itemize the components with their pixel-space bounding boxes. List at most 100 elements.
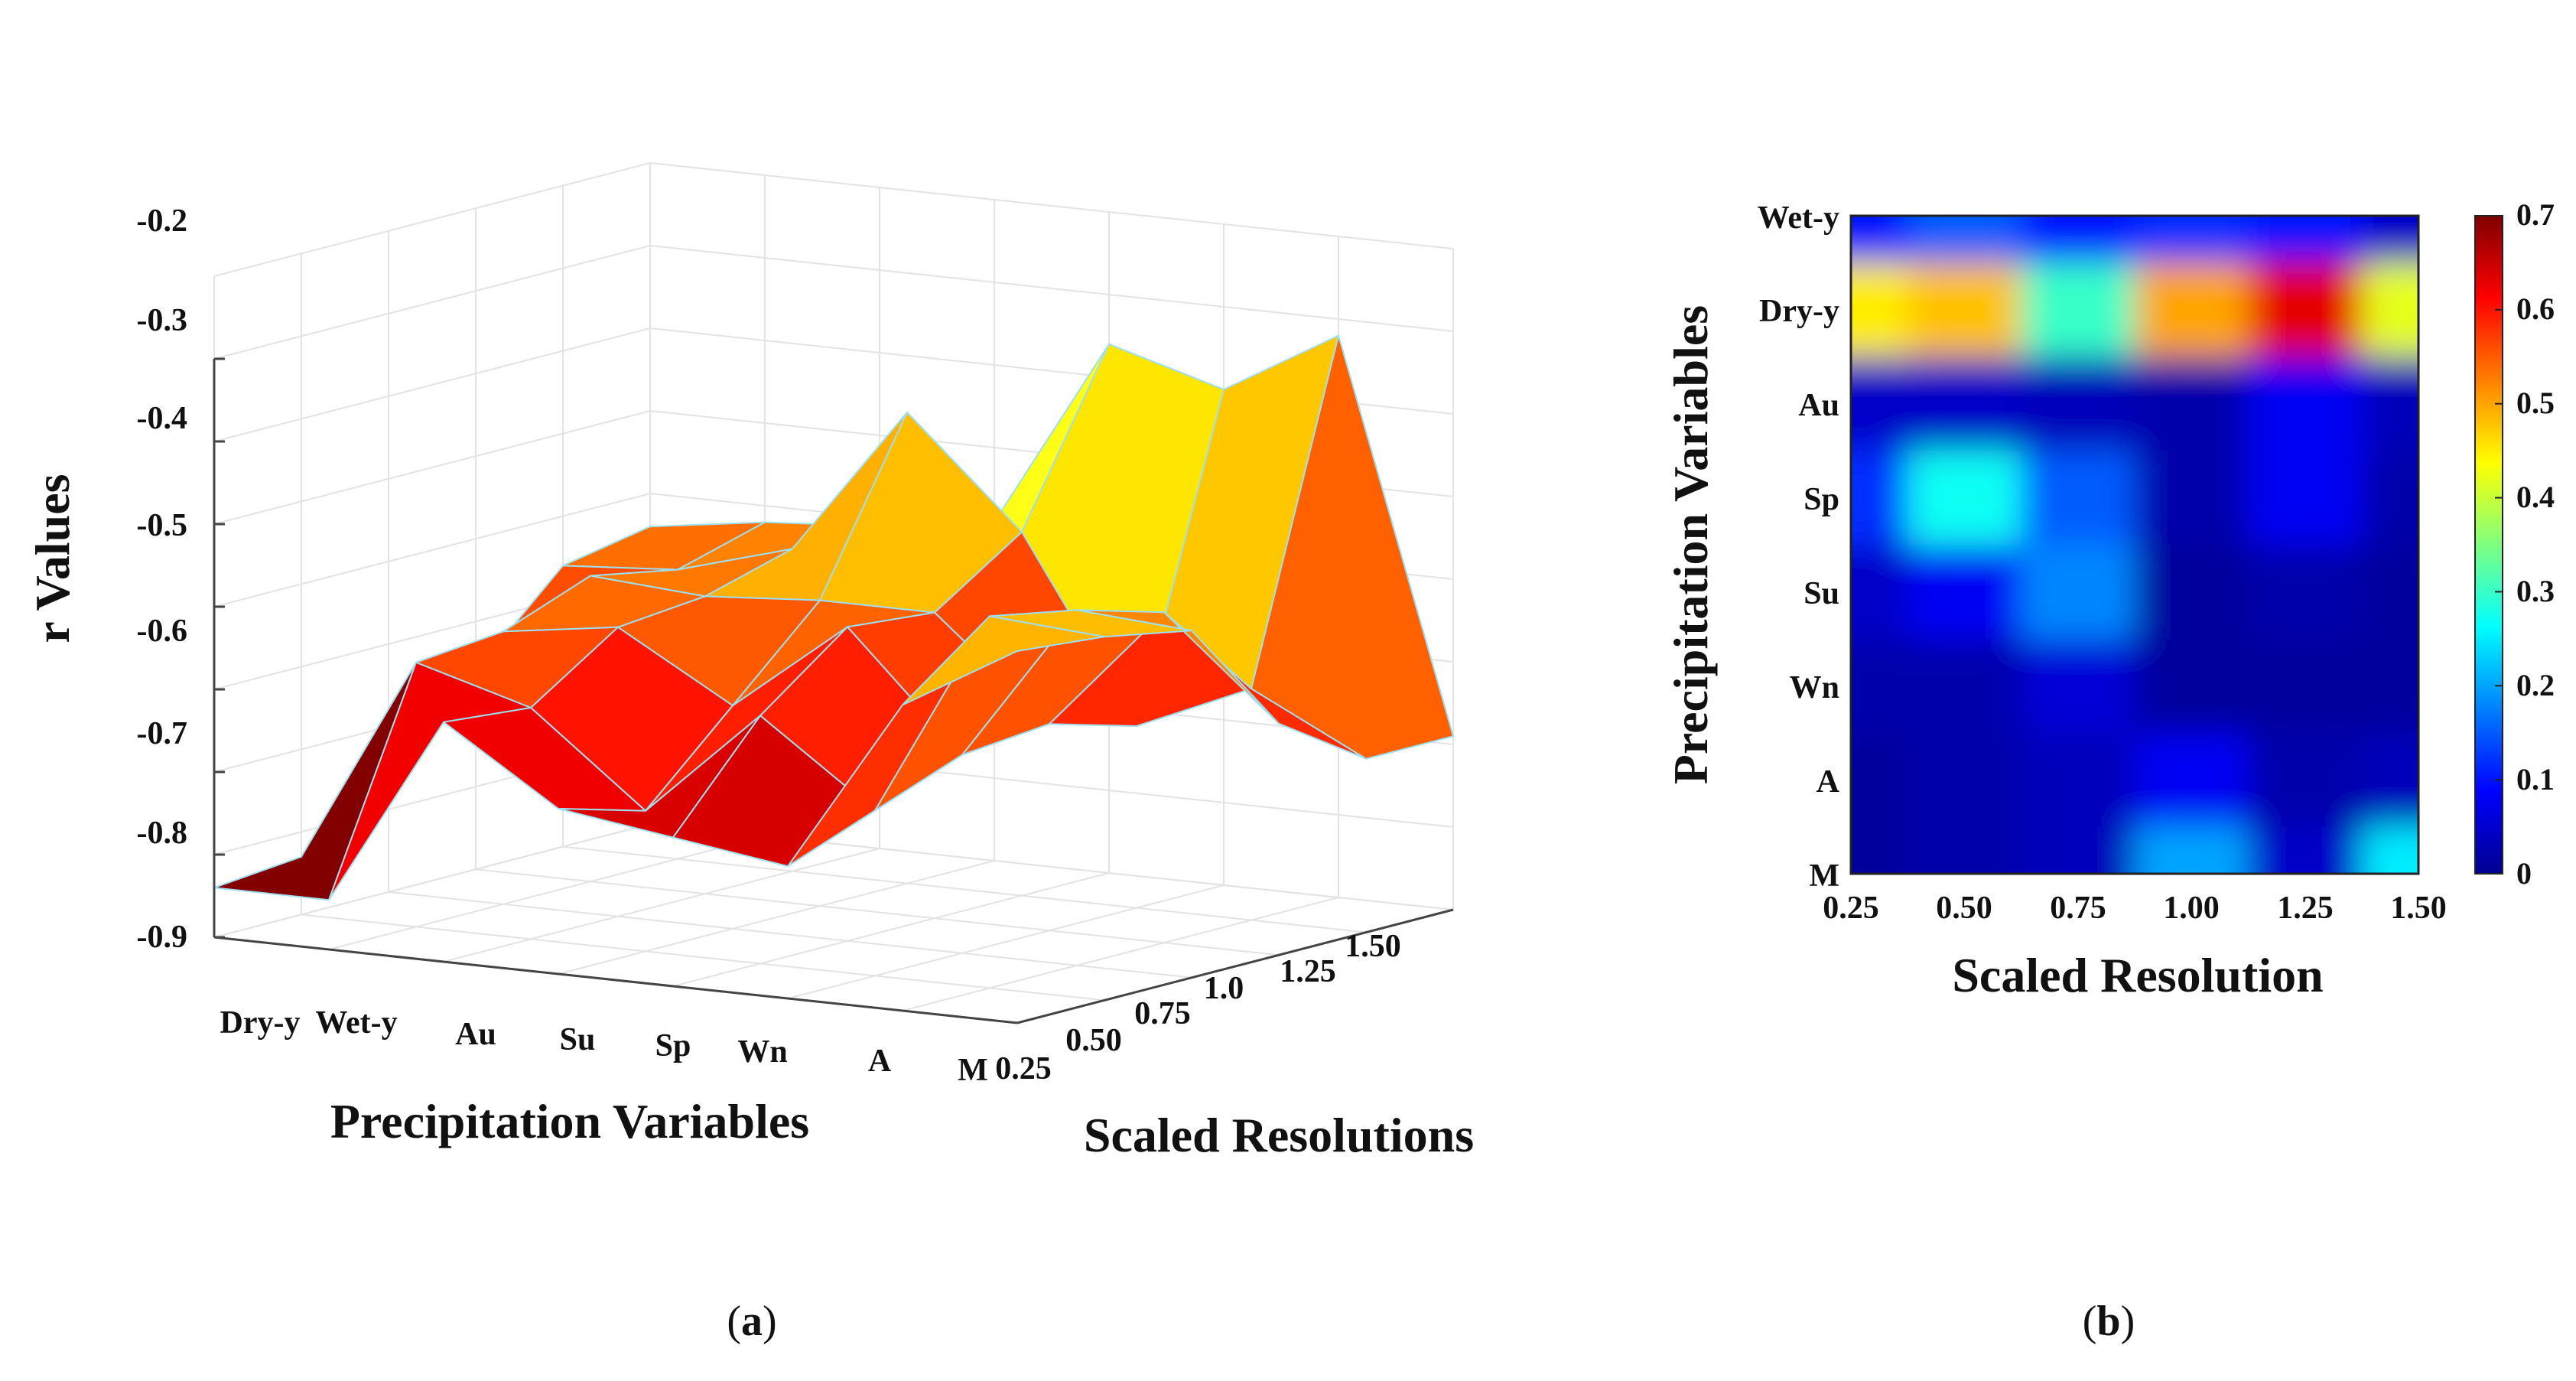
a-x-tick: Su — [560, 1022, 596, 1057]
a-x-tick: Au — [455, 1017, 496, 1052]
b-heatmap-cell — [2361, 732, 2418, 828]
b-y-tick: Sp — [1804, 482, 1839, 517]
b-heatmap-cell — [2135, 357, 2249, 452]
a-y-tick: 0.75 — [1134, 996, 1191, 1031]
b-heatmap-cell — [1851, 732, 1909, 828]
a-axis-line — [1016, 908, 1454, 1024]
a-z-tick: -0.3 — [137, 303, 188, 338]
b-heatmap-cell — [2021, 732, 2135, 828]
a-y-tick: 0.50 — [1065, 1023, 1122, 1058]
b-y-tick: Au — [1798, 388, 1839, 423]
a-z-tick: -0.9 — [137, 920, 188, 955]
b-y-tick: Su — [1804, 576, 1839, 611]
b-x-tick: 1.25 — [2277, 891, 2334, 926]
b-heatmap-cell — [2021, 826, 2135, 874]
b-heatmap-cell — [1908, 638, 2022, 734]
a-x-tick: Sp — [655, 1028, 691, 1063]
b-colorbar-ticks — [2495, 215, 2503, 875]
b-heatmap-cell — [1908, 216, 2022, 264]
b-plot-frame — [1849, 214, 2420, 875]
a-x-tick: Wn — [737, 1034, 787, 1070]
b-x-tick: 0.50 — [1936, 891, 1992, 926]
a-y-tick: 0.25 — [995, 1051, 1052, 1086]
b-x-tick: 1.50 — [2390, 891, 2447, 926]
b-heatmap-cell — [2248, 216, 2363, 264]
b-heatmap-cell — [2021, 216, 2135, 264]
a-z-tick: -0.7 — [137, 716, 188, 751]
b-y-tick: A — [1817, 764, 1840, 800]
b-heatmap-cell — [2135, 638, 2249, 734]
b-heatmap-cell — [2248, 826, 2363, 874]
b-heatmap-cell — [2361, 262, 2418, 358]
b-heatmap-cell — [2021, 545, 2135, 640]
b-heatmap-cell — [2248, 357, 2363, 452]
a-x-tick: Wet-y — [315, 1005, 397, 1041]
b-colorbar-label: 0.1 — [2516, 762, 2555, 796]
b-heatmap-cell — [2361, 826, 2418, 874]
b-x-tick: 1.00 — [2163, 891, 2220, 926]
b-heatmap-cell — [1851, 451, 1909, 546]
b-heatmap-cell — [1908, 732, 2022, 828]
a-z-tick: -0.5 — [137, 508, 188, 543]
b-heatmap-cell — [1851, 357, 1909, 452]
b-heatmap-cell — [2248, 638, 2363, 734]
a-x-axis-title: Precipitation Variables — [330, 1094, 809, 1148]
a-x-tick: M — [958, 1053, 988, 1088]
b-y-tick: Wet-y — [1758, 200, 1839, 236]
a-axis-line — [213, 936, 1018, 1024]
a-axes — [213, 357, 1454, 1024]
a-gridline — [213, 161, 1454, 277]
b-heatmap-cell — [2361, 451, 2418, 546]
b-heatmap-cell — [2135, 262, 2249, 358]
b-heatmap-cell — [1851, 262, 1909, 358]
b-heatmap-cell — [2135, 451, 2249, 546]
b-heatmap-cell — [2361, 545, 2418, 640]
b-heatmap-cell — [1908, 357, 2022, 452]
b-heatmap-cell — [2361, 216, 2418, 264]
b-colorbar — [2474, 215, 2503, 875]
b-heatmap-cell — [2135, 545, 2249, 640]
b-colorbar-label: 0 — [2516, 856, 2532, 891]
b-heatmap-cell — [2361, 357, 2418, 452]
b-heatmap-cell — [2135, 216, 2249, 264]
b-colorbar-label: 0.4 — [2516, 480, 2555, 514]
b-colorbar-label: 0.5 — [2516, 386, 2555, 420]
b-heatmap-cell — [2021, 357, 2135, 452]
panel-label-b: (b) — [2083, 1298, 2135, 1345]
a-y-tick: 1.0 — [1204, 971, 1244, 1006]
b-heatmap-cell — [2248, 545, 2363, 640]
a-z-tick: -0.2 — [137, 204, 188, 239]
b-heatmap-cell — [2021, 451, 2135, 546]
a-y-axis-title: Scaled Resolutions — [1084, 1108, 1474, 1162]
heatmap-chart-b: Wet-y Dry-y Au Sp Su Wn A M 0.25 0.50 0.… — [1664, 197, 2555, 1345]
b-heatmap-cell — [2361, 638, 2418, 734]
b-heatmap-cell — [2248, 451, 2363, 546]
b-heatmap-cells — [1851, 216, 2418, 874]
surface-chart-a: -0.2 -0.3 -0.4 -0.5 -0.6 -0.7 -0.8 -0.9 … — [25, 161, 1474, 1345]
a-z-tick: -0.6 — [137, 614, 188, 649]
b-heatmap-cell — [1851, 545, 1909, 640]
b-heatmap-cell — [1908, 826, 2022, 874]
b-y-axis-title: Precipitation Variables — [1664, 305, 1718, 784]
b-heatmap-cell — [2248, 732, 2363, 828]
b-heatmap-cell — [2021, 262, 2135, 358]
b-y-tick: M — [1809, 858, 1839, 894]
a-surface — [213, 334, 1454, 901]
b-heatmap-cell — [1908, 451, 2022, 546]
b-heatmap-cell — [1851, 216, 1909, 264]
b-heatmap-cell — [1908, 545, 2022, 640]
b-heatmap-cell — [2248, 262, 2363, 358]
a-y-tick: 1.50 — [1345, 929, 1401, 964]
a-z-tick: -0.4 — [137, 401, 188, 436]
b-x-tick: 0.75 — [2050, 891, 2106, 926]
a-z-axis-title: r Values — [25, 474, 80, 643]
b-y-tick: Dry-y — [1759, 294, 1839, 329]
a-y-tick: 1.25 — [1280, 954, 1336, 989]
b-x-axis-title: Scaled Resolution — [1952, 948, 2323, 1002]
b-colorbar-label: 0.7 — [2516, 197, 2555, 232]
b-heatmap-cell — [2135, 732, 2249, 828]
a-x-tick: A — [868, 1044, 892, 1079]
b-y-tick: Wn — [1790, 670, 1839, 705]
a-z-tick: -0.8 — [137, 816, 188, 851]
b-heatmap-cell — [1851, 638, 1909, 734]
